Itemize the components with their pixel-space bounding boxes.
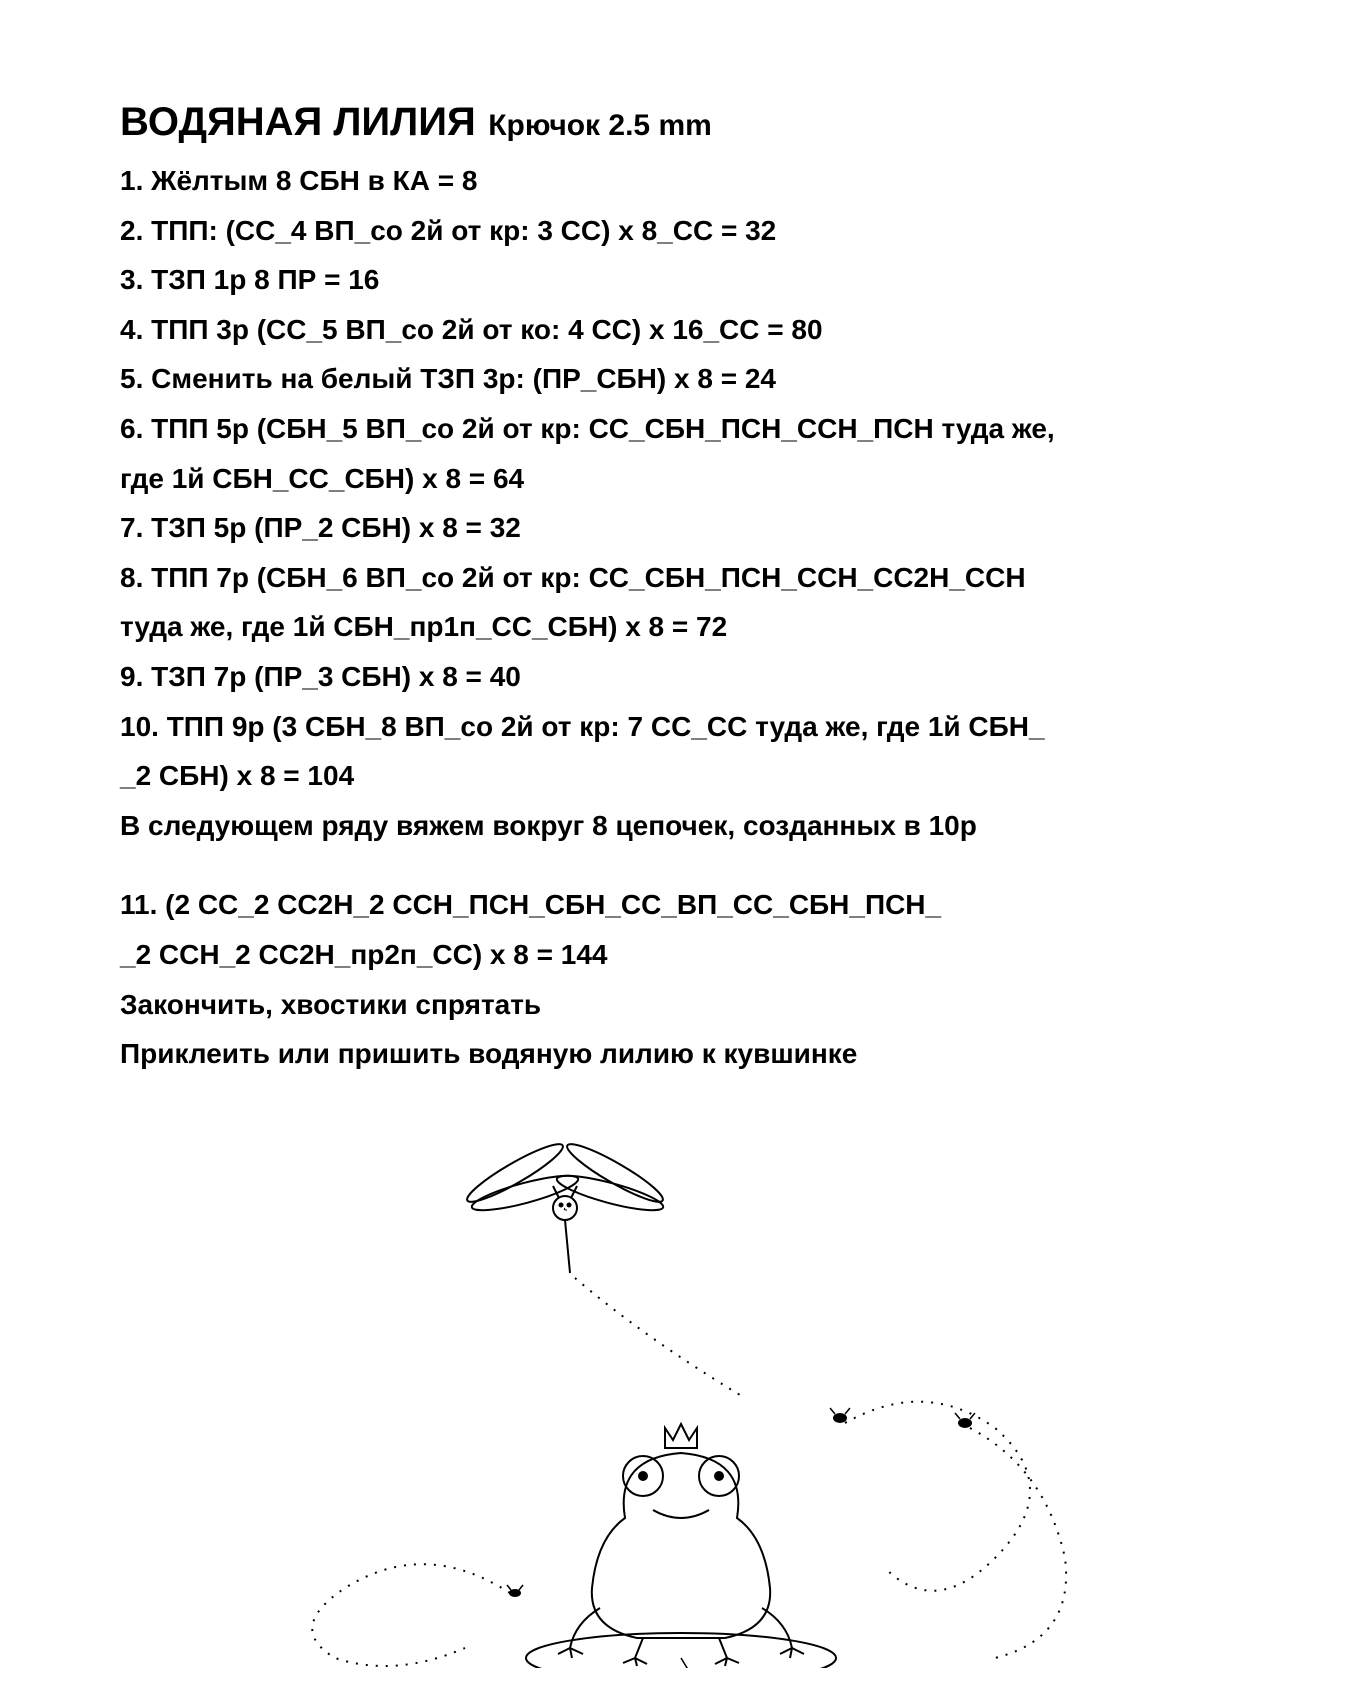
- title-row: ВОДЯНАЯ ЛИЛИЯ Крючок 2.5 mm: [120, 100, 1229, 145]
- subtitle: Крючок 2.5 mm: [488, 109, 712, 142]
- main-title: ВОДЯНАЯ ЛИЛИЯ: [120, 100, 476, 144]
- bug-icon: [955, 1413, 975, 1427]
- dragonfly-icon: [462, 1137, 667, 1273]
- instruction-line: 3. ТЗП 1р 8 ПР = 16: [120, 256, 1229, 304]
- instruction-line: туда же, где 1й СБН_пр1п_СС_СБН) х 8 = 7…: [120, 603, 1229, 651]
- dotted-trail: [970, 1428, 1066, 1658]
- instruction-line: 4. ТПП 3р (СС_5 ВП_со 2й от ко: 4 СС) х …: [120, 306, 1229, 354]
- bug-icon: [830, 1408, 850, 1422]
- instruction-line: В следующем ряду вяжем вокруг 8 цепочек,…: [120, 802, 1229, 850]
- instruction-line: Закончить, хвостики спрятать: [120, 981, 1229, 1029]
- instruction-line: 2. ТПП: (СС_4 ВП_со 2й от кр: 3 СС) х 8_…: [120, 207, 1229, 255]
- illustration: [120, 1118, 1229, 1668]
- instruction-line: Приклеить или пришить водяную лилию к ку…: [120, 1030, 1229, 1078]
- instruction-line: 7. ТЗП 5р (ПР_2 СБН) х 8 = 32: [120, 504, 1229, 552]
- frog-dragonfly-illustration: [225, 1118, 1125, 1668]
- instruction-line: 5. Сменить на белый ТЗП 3р: (ПР_СБН) х 8…: [120, 355, 1229, 403]
- dotted-trail: [845, 1401, 1030, 1590]
- dotted-trail: [312, 1564, 510, 1666]
- frog-icon: [558, 1424, 804, 1666]
- instruction-line: _2 ССН_2 СС2Н_пр2п_СС) х 8 = 144: [120, 931, 1229, 979]
- instruction-line: _2 СБН) х 8 = 104: [120, 752, 1229, 800]
- instruction-line: 6. ТПП 5р (СБН_5 ВП_со 2й от кр: СС_СБН_…: [120, 405, 1229, 453]
- instruction-line: 10. ТПП 9р (3 СБН_8 ВП_со 2й от кр: 7 СС…: [120, 703, 1229, 751]
- instruction-line: где 1й СБН_СС_СБН) х 8 = 64: [120, 455, 1229, 503]
- instruction-line: 1. Жёлтым 8 СБН в КА = 8: [120, 157, 1229, 205]
- bug-icon: [507, 1585, 523, 1596]
- instruction-line: 9. ТЗП 7р (ПР_3 СБН) х 8 = 40: [120, 653, 1229, 701]
- instruction-line: 8. ТПП 7р (СБН_6 ВП_со 2й от кр: СС_СБН_…: [120, 554, 1229, 602]
- instructions-block-1: 1. Жёлтым 8 СБН в КА = 8 2. ТПП: (СС_4 В…: [120, 157, 1229, 849]
- dotted-trail: [575, 1278, 745, 1398]
- instructions-block-2: 11. (2 СС_2 СС2Н_2 ССН_ПСН_СБН_СС_ВП_СС_…: [120, 881, 1229, 1077]
- instruction-line: 11. (2 СС_2 СС2Н_2 ССН_ПСН_СБН_СС_ВП_СС_…: [120, 881, 1229, 929]
- spacer: [120, 851, 1229, 881]
